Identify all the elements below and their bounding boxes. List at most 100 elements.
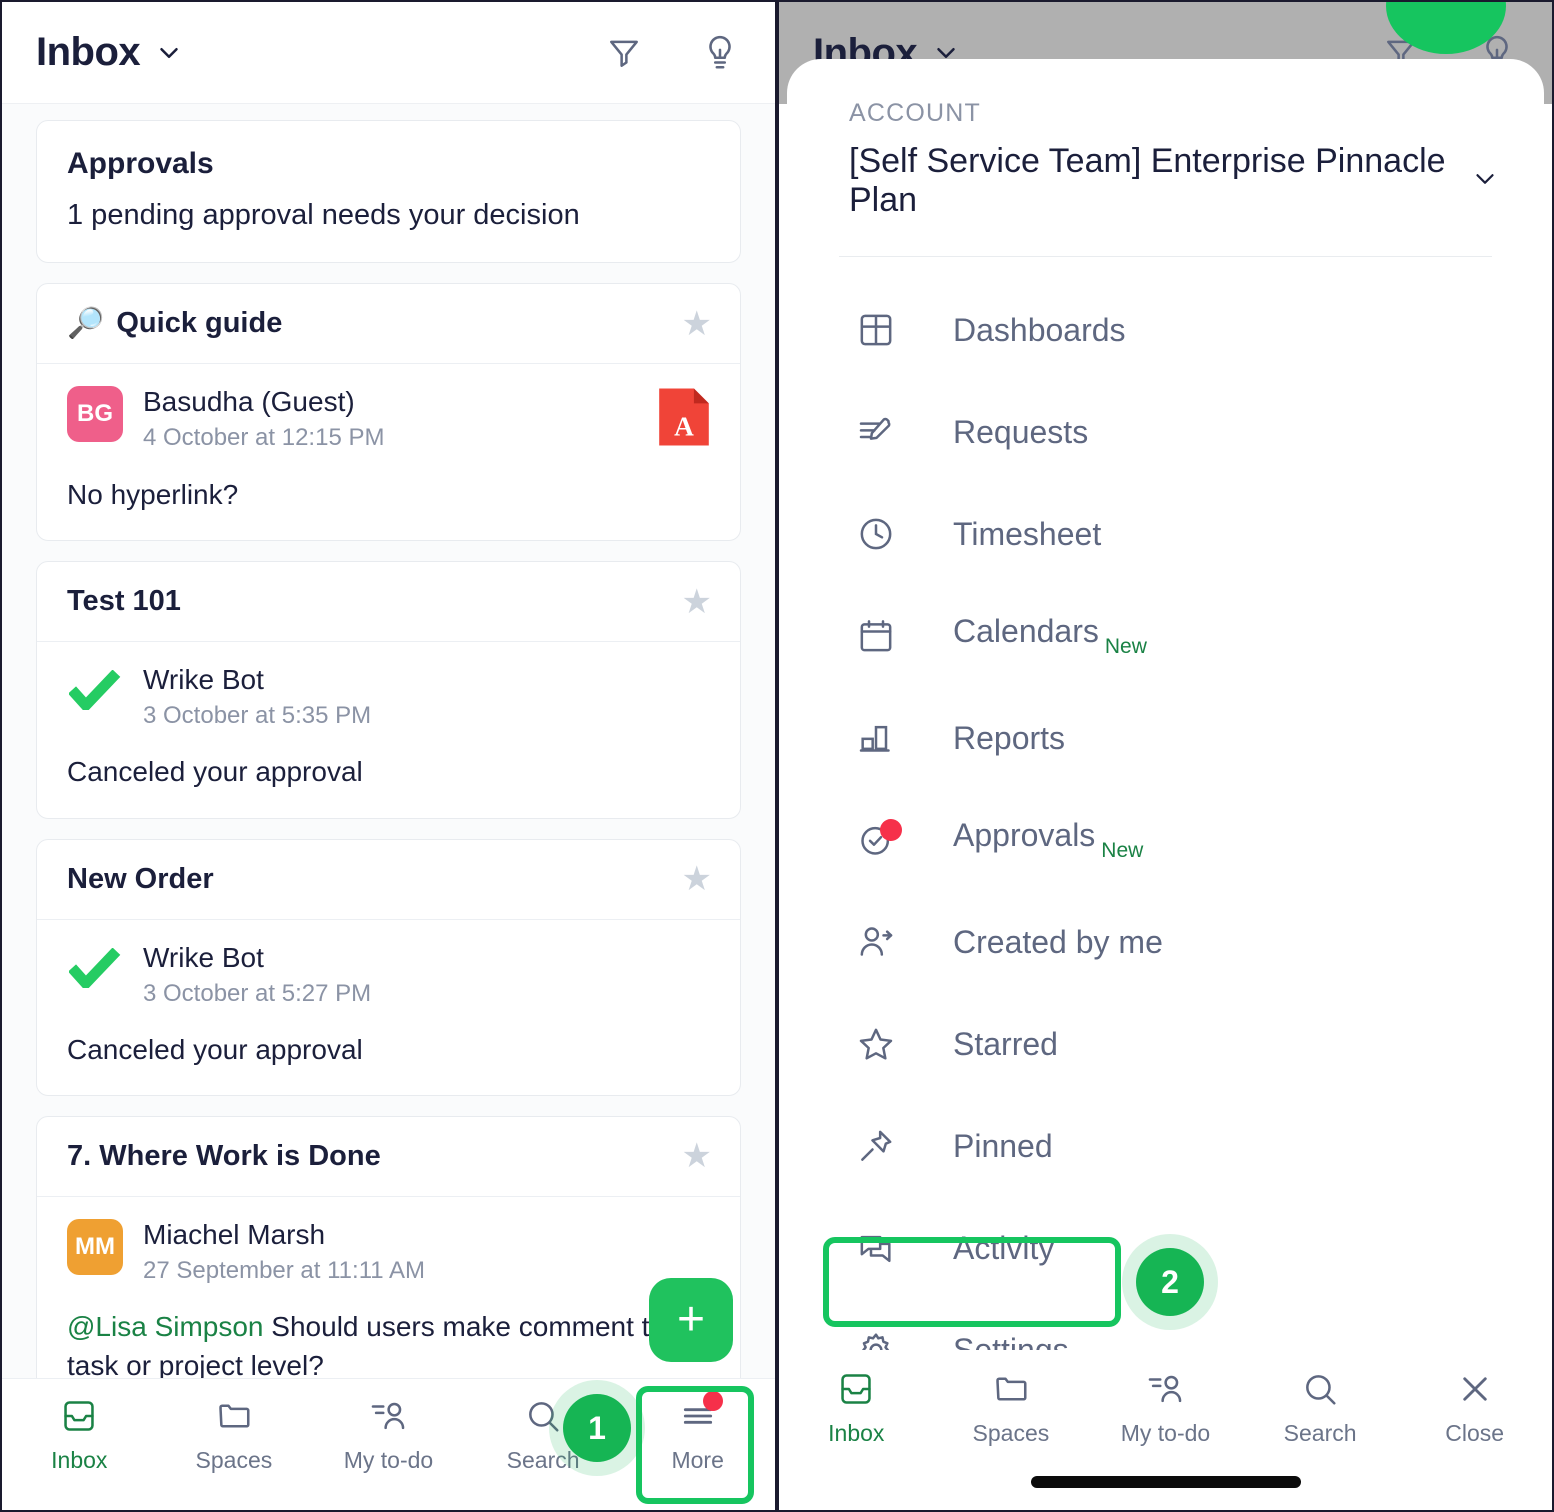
inbox-card-header[interactable]: Test 101 ★: [37, 562, 740, 643]
bottom-navigation[interactable]: Inbox Spaces My to-do Search: [779, 1350, 1552, 1510]
inbox-card[interactable]: 🔎 Quick guide ★ BG Basudha (Guest) 4 Oct…: [36, 283, 741, 542]
message-body: Should users make comment the task or pr…: [67, 1311, 681, 1382]
pin-icon: [849, 1126, 903, 1166]
lightbulb-icon[interactable]: [701, 34, 739, 72]
message-timestamp: 27 September at 11:11 AM: [143, 1257, 425, 1285]
nav-label: Search: [506, 1447, 580, 1473]
account-selector[interactable]: [Self Service Team] Enterprise Pinnacle …: [849, 142, 1500, 220]
menu-label: Starred: [953, 1025, 1058, 1062]
star-icon[interactable]: ★: [681, 304, 712, 343]
account-name: [Self Service Team] Enterprise Pinnacle …: [849, 142, 1446, 219]
menu-label: Dashboards: [953, 311, 1126, 348]
clock-icon: [849, 514, 903, 554]
app-header: Inbox: [2, 2, 775, 104]
message-author: Miachel Marsh: [143, 1218, 326, 1250]
nav-item-inbox[interactable]: Inbox: [779, 1368, 934, 1447]
nav-item-close[interactable]: Close: [1397, 1368, 1552, 1447]
message-row: BG Basudha (Guest) 4 October at 12:15 PM…: [67, 386, 712, 453]
menu-item-calendars[interactable]: Calendars New: [787, 585, 1544, 687]
menu-label-wrap: Calendars New: [903, 613, 1147, 659]
new-badge: New: [1101, 839, 1144, 862]
inbox-card-header[interactable]: 🔎 Quick guide ★: [37, 284, 740, 364]
nav-item-search[interactable]: Search: [1243, 1368, 1398, 1447]
menu-label: Requests: [953, 413, 1089, 450]
menu-item-approvals[interactable]: Approvals New: [787, 789, 1544, 891]
message-text: Canceled your approval: [67, 756, 363, 788]
menu-label-wrap: Approvals New: [903, 817, 1143, 863]
reports-icon: [849, 718, 903, 758]
create-task-fab[interactable]: +: [649, 1278, 733, 1362]
activity-icon: [849, 1228, 903, 1268]
star-icon[interactable]: ★: [681, 860, 712, 899]
star-icon[interactable]: ★: [681, 582, 712, 621]
approvals-icon: [849, 819, 903, 860]
nav-item-search[interactable]: Search: [466, 1395, 621, 1474]
nav-item-my-todo[interactable]: My to-do: [311, 1395, 466, 1474]
menu-label: Reports: [953, 719, 1066, 756]
menu-label-wrap: Requests: [903, 414, 1088, 451]
nav-item-spaces[interactable]: Spaces: [157, 1395, 312, 1474]
nav-item-spaces[interactable]: Spaces: [934, 1368, 1089, 1447]
calendar-icon: [849, 616, 903, 656]
inbox-card-header[interactable]: New Order ★: [37, 840, 740, 920]
chevron-down-icon[interactable]: [931, 38, 961, 68]
inbox-card[interactable]: 7. Where Work is Done ★ MM Miachel Marsh…: [36, 1115, 741, 1413]
menu-item-timesheet[interactable]: Timesheet: [787, 483, 1544, 585]
menu-item-dashboards[interactable]: Dashboards: [787, 279, 1544, 381]
menu-label: Activity: [953, 1229, 1055, 1266]
inbox-card-title: 7. Where Work is Done: [67, 1139, 381, 1172]
avatar[interactable]: BG: [67, 386, 123, 442]
star-icon: [849, 1024, 903, 1064]
menu-label-wrap: Created by me: [903, 924, 1163, 961]
account-label: ACCOUNT: [849, 99, 982, 127]
message-text: Canceled your approval: [67, 1033, 363, 1065]
message-timestamp: 3 October at 5:27 PM: [143, 979, 372, 1007]
message-author: Wrike Bot: [143, 941, 264, 973]
page-title: Inbox: [36, 30, 141, 74]
menu-item-requests[interactable]: Requests: [787, 381, 1544, 483]
inbox-card[interactable]: Test 101 ★ Wrike Bot 3 October at 5:35 P…: [36, 561, 741, 819]
my-todo-icon: [369, 1395, 407, 1437]
nav-item-more[interactable]: More: [620, 1391, 775, 1474]
nav-label: Spaces: [195, 1447, 273, 1473]
notification-dot: [880, 819, 902, 841]
more-menu-screen-panel: Inbox ACCOUNT [Self Service Team] Enterp…: [777, 0, 1554, 1512]
filter-icon[interactable]: [605, 34, 643, 72]
menu-item-pinned[interactable]: Pinned: [787, 1095, 1544, 1197]
menu-label: Calendars: [953, 613, 1099, 649]
menu-label: Approvals: [953, 817, 1096, 853]
nav-label: My to-do: [1120, 1420, 1211, 1446]
inbox-list[interactable]: Approvals 1 pending approval needs your …: [2, 104, 775, 1510]
message-meta: Basudha (Guest) 4 October at 12:15 PM: [143, 386, 646, 452]
dashboards-icon: [849, 310, 903, 350]
avatar[interactable]: MM: [67, 1218, 123, 1275]
inbox-card[interactable]: New Order ★ Wrike Bot 3 October at 5:27 …: [36, 838, 741, 1096]
chevron-down-icon[interactable]: [154, 38, 184, 68]
inbox-card-title: Test 101: [67, 585, 181, 618]
menu-item-starred[interactable]: Starred: [787, 993, 1544, 1095]
chevron-down-icon[interactable]: [1470, 164, 1500, 199]
menu-label-wrap: Reports: [903, 720, 1065, 757]
message-text: No hyperlink?: [67, 479, 239, 510]
nav-item-inbox[interactable]: Inbox: [2, 1395, 157, 1474]
nav-item-my-todo[interactable]: My to-do: [1088, 1368, 1243, 1447]
green-check-icon: [67, 664, 123, 711]
inbox-card-header[interactable]: 7. Where Work is Done ★: [37, 1117, 740, 1197]
star-icon[interactable]: ★: [681, 1137, 712, 1176]
nav-label: Close: [1445, 1420, 1505, 1446]
pdf-file-icon[interactable]: A: [646, 386, 712, 453]
menu-item-activity[interactable]: Activity: [787, 1197, 1544, 1299]
nav-label: Inbox: [51, 1447, 108, 1473]
approvals-summary-card[interactable]: Approvals 1 pending approval needs your …: [36, 120, 741, 263]
more-menu-list[interactable]: Dashboards Requests Time: [787, 257, 1544, 1401]
nav-label: More: [671, 1447, 724, 1473]
menu-item-created-by-me[interactable]: Created by me: [787, 891, 1544, 993]
svg-text:A: A: [674, 412, 694, 442]
bottom-navigation[interactable]: Inbox Spaces My to-do Search: [2, 1378, 775, 1510]
inbox-card-title: Quick guide: [116, 307, 283, 339]
menu-label: Created by me: [953, 923, 1163, 960]
step-badge-2: 2: [1136, 1248, 1204, 1316]
menu-label-wrap: Activity: [903, 1230, 1054, 1267]
mention-link[interactable]: @Lisa Simpson: [67, 1311, 264, 1343]
menu-item-reports[interactable]: Reports: [787, 687, 1544, 789]
